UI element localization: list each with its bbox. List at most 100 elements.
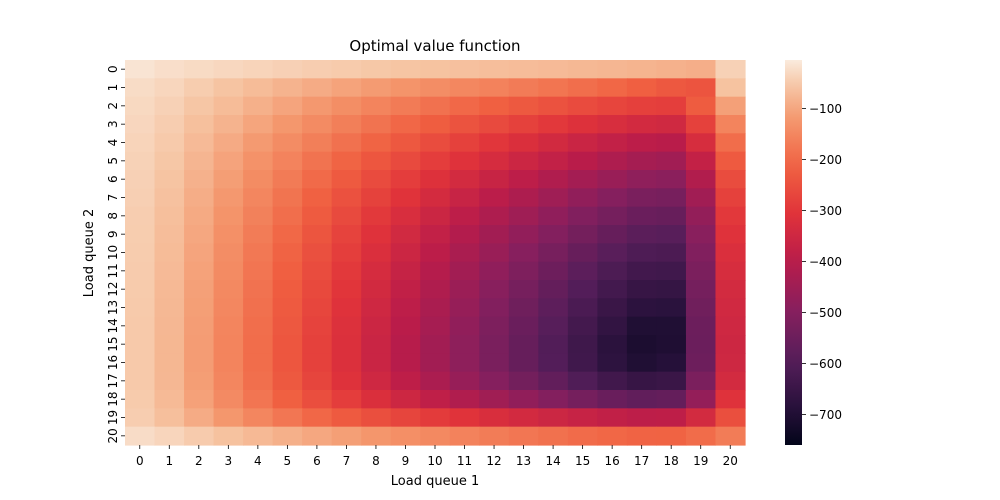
heatmap-cell: [626, 261, 658, 281]
colorbar: [785, 60, 802, 445]
heatmap-cell: [302, 390, 333, 409]
heatmap-cell: [685, 371, 717, 391]
y-tick-label: 8: [106, 212, 120, 220]
x-tick-label: 1: [165, 454, 173, 468]
y-tick-label: 6: [106, 175, 120, 183]
heatmap-cell: [538, 170, 569, 189]
heatmap-cell: [538, 78, 569, 98]
heatmap-cell: [331, 206, 362, 226]
y-tick-label: 12: [106, 282, 120, 297]
heatmap-cell: [390, 408, 421, 428]
heatmap-cell: [331, 390, 362, 409]
heatmap-cell: [508, 151, 539, 171]
heatmap-cell: [213, 280, 244, 299]
heatmap-cell: [361, 261, 392, 281]
heatmap-cell: [479, 225, 510, 244]
heatmap-cell: [449, 243, 480, 263]
heatmap-cell: [715, 280, 746, 299]
heatmap-cell: [567, 316, 598, 336]
y-tick-label: 15: [106, 337, 120, 352]
colorbar-tick-label: −100: [809, 102, 842, 116]
heatmap-cell: [685, 261, 717, 281]
heatmap-cell: [597, 261, 628, 281]
heatmap-cell: [125, 408, 156, 428]
heatmap-cell: [331, 115, 362, 134]
heatmap-cell: [715, 243, 746, 263]
heatmap-cell: [508, 426, 539, 446]
heatmap-cell: [331, 353, 362, 373]
heatmap-cell: [420, 151, 451, 171]
y-tick-label: 14: [106, 318, 120, 333]
heatmap-cell: [331, 133, 362, 153]
x-tick-label: 15: [575, 454, 590, 468]
heatmap-cell: [331, 96, 362, 116]
heatmap-cell: [538, 280, 569, 299]
heatmap-cell: [685, 170, 717, 189]
heatmap-cell: [302, 353, 333, 373]
heatmap-cell: [420, 96, 451, 116]
heatmap-cell: [213, 225, 244, 244]
heatmap-cell: [538, 408, 569, 428]
heatmap-cell: [538, 206, 569, 226]
x-tick-label: 18: [664, 454, 679, 468]
heatmap-cell: [626, 115, 658, 134]
heatmap-cell: [213, 390, 244, 409]
heatmap-cell: [243, 151, 274, 171]
heatmap-cell: [567, 78, 598, 98]
heatmap-cell: [272, 188, 303, 208]
heatmap-cell: [213, 298, 244, 318]
x-tick-label: 5: [284, 454, 292, 468]
heatmap-cell: [508, 408, 539, 428]
heatmap-cell: [538, 390, 569, 409]
heatmap-cell: [597, 243, 628, 263]
heatmap-cell: [302, 408, 333, 428]
heatmap-cell: [213, 426, 244, 446]
heatmap-cell: [213, 316, 244, 336]
heatmap-cell: [302, 225, 333, 244]
heatmap-cell: [331, 78, 362, 98]
heatmap-cell: [538, 115, 569, 134]
heatmap-cell: [449, 426, 480, 446]
heatmap-cell: [508, 390, 539, 409]
heatmap-cell: [243, 115, 274, 134]
heatmap-cell: [125, 353, 156, 373]
heatmap-cell: [390, 133, 421, 153]
heatmap-cell: [715, 426, 746, 446]
heatmap-cell: [715, 60, 746, 79]
heatmap-cell: [243, 390, 274, 409]
heatmap-cell: [213, 151, 244, 171]
x-axis: 0 1 2 3 4 5 6 7 8 9 10 11 12 13 14 15 16 17 18 19 20: [136, 445, 738, 468]
heatmap-cell: [154, 60, 185, 79]
heatmap-cell: [449, 115, 480, 134]
heatmap-cell: [154, 316, 185, 336]
heatmap-cell: [508, 353, 539, 373]
heatmap-cell: [479, 206, 510, 226]
heatmap-cell: [125, 371, 156, 391]
heatmap-cell: [125, 316, 156, 336]
heatmap-cell: [331, 170, 362, 189]
heatmap-cell: [125, 280, 156, 299]
heatmap-cell: [567, 60, 598, 79]
heatmap-cell: [508, 206, 539, 226]
heatmap-cell: [449, 335, 480, 354]
heatmap-cell: [479, 78, 510, 98]
heatmap-cell: [449, 261, 480, 281]
heatmap-cell: [184, 170, 215, 189]
heatmap-cell: [656, 280, 687, 299]
heatmap-cell: [390, 78, 421, 98]
heatmap-cell: [597, 206, 628, 226]
heatmap-cell: [449, 280, 480, 299]
heatmap-cell: [243, 206, 274, 226]
heatmap-cell: [361, 151, 392, 171]
heatmap-cell: [213, 353, 244, 373]
heatmap-cell: [361, 426, 392, 446]
heatmap-cell: [243, 188, 274, 208]
heatmap-cell: [154, 170, 185, 189]
heatmap-cell: [331, 261, 362, 281]
heatmap-cell: [685, 115, 717, 134]
heatmap-cell: [685, 151, 717, 171]
heatmap-cell: [213, 206, 244, 226]
heatmap-cell: [272, 371, 303, 391]
heatmap-cell: [361, 225, 392, 244]
heatmap-cell: [508, 96, 539, 116]
